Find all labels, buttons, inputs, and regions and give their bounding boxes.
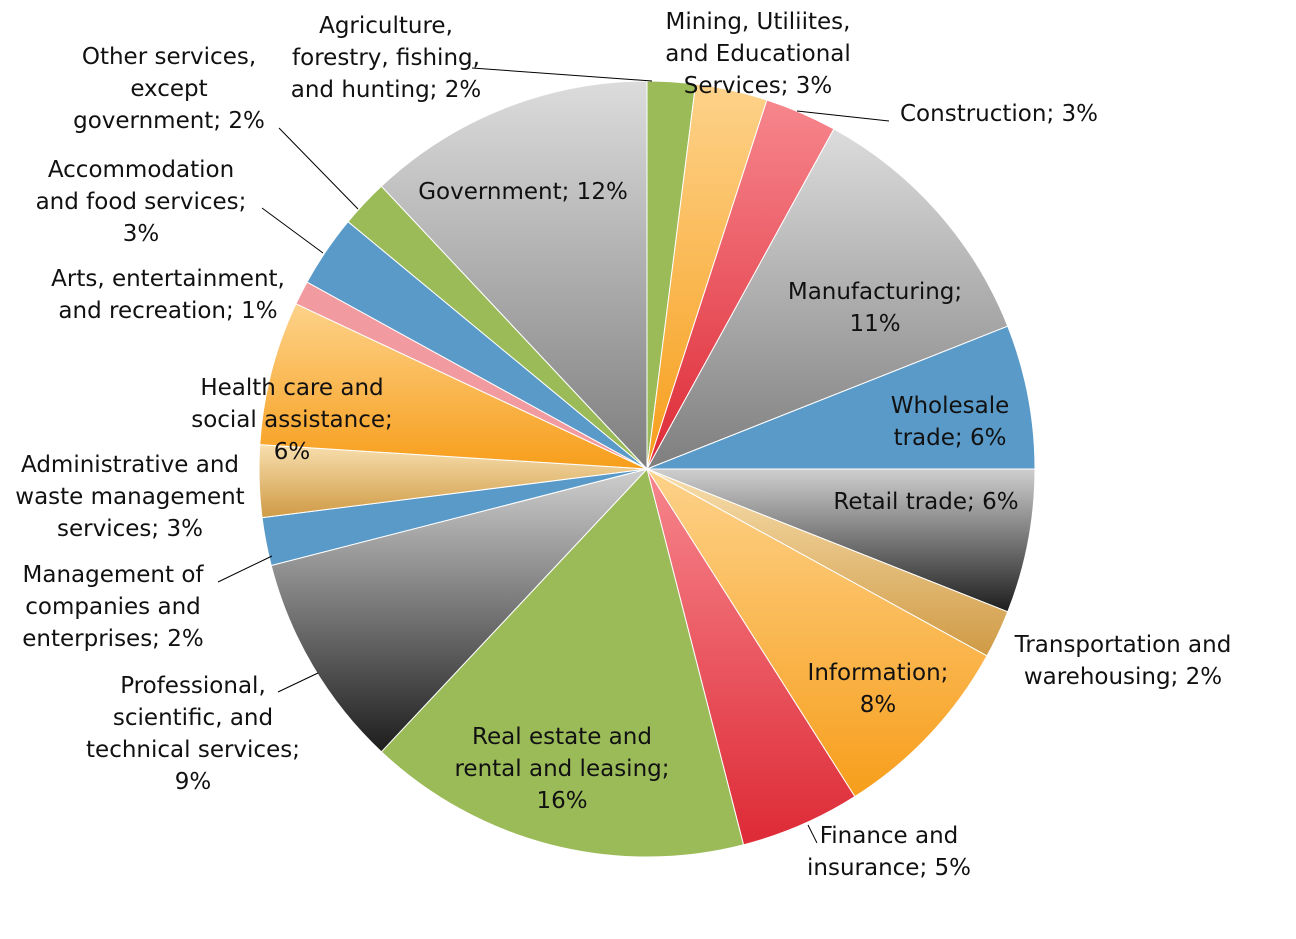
pie-slice-4 <box>646 325 1036 470</box>
slice-label-line: Management of <box>23 562 205 588</box>
slice-label-0: Agriculture, forestry, fishing, and huntin… <box>291 13 481 103</box>
slice-label-1: Mining, Utiliites, and Educational Service… <box>665 9 851 99</box>
slice-label-line: Arts, entertainment, <box>51 266 285 292</box>
pie-slices <box>258 80 1036 858</box>
leader-line-2 <box>796 110 890 122</box>
slice-label-line: 6% <box>274 439 311 465</box>
leader-line-15 <box>261 207 324 254</box>
slice-label-line: trade; 6% <box>894 425 1007 451</box>
slice-label-line: 11% <box>849 311 900 337</box>
slice-label-line: Services; 3% <box>684 73 833 99</box>
slice-label-line: Accommodation <box>48 157 234 183</box>
slice-label-line: Finance and <box>820 823 959 849</box>
slice-label-line: Administrative and <box>21 452 239 478</box>
slice-label-line: rental and leasing; <box>454 756 669 782</box>
slice-label-9: Real estate and rental and leasing; 16% <box>454 724 669 814</box>
slice-label-15: Accommodation and food services; 3% <box>36 157 247 247</box>
slice-label-line: waste management <box>15 484 244 510</box>
slice-label-line: 9% <box>175 769 212 795</box>
slice-label-line: 3% <box>123 221 160 247</box>
slice-label-16: Other services, except government; 2% <box>73 44 265 134</box>
slice-label-line: Retail trade; 6% <box>833 489 1018 515</box>
slice-label-8: Finance and insurance; 5% <box>807 823 971 881</box>
pie-slice-7 <box>646 468 988 798</box>
slice-label-line: Construction; 3% <box>900 101 1098 127</box>
slice-label-line: Other services, <box>82 44 256 70</box>
slice-label-2: Construction; 3% <box>900 101 1098 127</box>
slice-label-line: Health care and <box>200 375 383 401</box>
slice-label-line: and hunting; 2% <box>291 77 481 103</box>
slice-label-6: Transportation and warehousing; 2% <box>1014 632 1232 690</box>
slice-label-line: and recreation; 1% <box>58 298 277 324</box>
slice-label-5: Retail trade; 6% <box>833 489 1018 515</box>
slice-label-line: forestry, fishing, <box>292 45 480 71</box>
slice-label-line: Transportation and <box>1014 632 1232 658</box>
leader-lines <box>217 67 890 844</box>
leader-line-16 <box>278 127 359 210</box>
slice-label-line: technical services; <box>86 737 300 763</box>
slice-label-line: Mining, Utiliites, <box>666 9 851 35</box>
slice-label-line: enterprises; 2% <box>22 626 203 652</box>
pie-slice-13 <box>259 303 648 470</box>
slice-label-11: Management of companies and enterprises; 2… <box>22 562 204 652</box>
leader-line-11 <box>217 555 273 583</box>
slice-label-17: Government; 12% <box>418 179 628 205</box>
slice-label-14: Arts, entertainment, and recreation; 1% <box>51 266 285 324</box>
slice-label-line: and Educational <box>665 41 851 67</box>
slice-label-line: 16% <box>536 788 587 814</box>
slice-label-line: and food services; <box>36 189 247 215</box>
leader-line-8 <box>807 824 818 844</box>
pie-slice-3 <box>645 128 1009 470</box>
slice-label-line: Real estate and <box>472 724 652 750</box>
slice-label-13: Health care and social assistance; 6% <box>191 375 393 465</box>
slice-label-line: Agriculture, <box>319 13 453 39</box>
slice-label-line: 8% <box>860 692 897 718</box>
slice-label-line: companies and <box>25 594 201 620</box>
slice-label-7: Information; 8% <box>808 660 949 718</box>
slice-label-line: social assistance; <box>191 407 393 433</box>
slice-label-line: Information; <box>808 660 949 686</box>
slice-label-line: warehousing; 2% <box>1024 664 1222 690</box>
pie-slice-10 <box>270 468 649 753</box>
pie-slice-9 <box>380 467 745 858</box>
slice-label-line: Wholesale <box>891 393 1010 419</box>
slice-labels: Agriculture, forestry, fishing, and huntin… <box>15 9 1231 881</box>
slice-label-line: scientific, and <box>113 705 273 731</box>
slice-label-line: services; 3% <box>57 516 203 542</box>
slice-label-10: Professional, scientific, and technical se… <box>86 673 300 795</box>
slice-label-4: Wholesale trade; 6% <box>891 393 1010 451</box>
leader-line-0 <box>471 67 653 82</box>
slice-label-line: government; 2% <box>73 108 265 134</box>
slice-label-12: Administrative and waste management servic… <box>15 452 244 542</box>
slice-label-line: Government; 12% <box>418 179 628 205</box>
pie-slice-17 <box>380 80 648 471</box>
slice-label-line: insurance; 5% <box>807 855 971 881</box>
slice-label-line: Manufacturing; <box>788 279 962 305</box>
slice-label-3: Manufacturing; 11% <box>788 279 962 337</box>
slice-label-line: Professional, <box>120 673 266 699</box>
leader-line-10 <box>277 672 319 693</box>
pie-slice-5 <box>646 468 1036 613</box>
slice-label-line: except <box>130 76 207 102</box>
